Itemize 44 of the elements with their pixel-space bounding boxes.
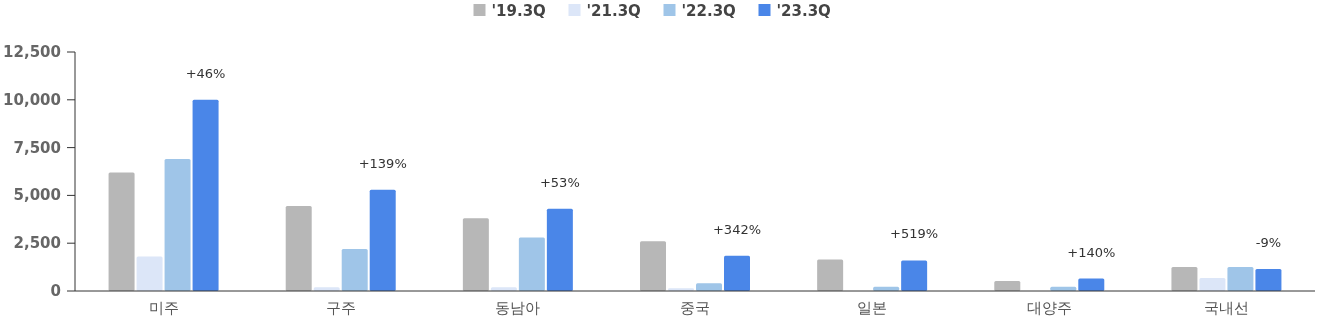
bar [285, 205, 312, 291]
legend-label: '23.3Q [776, 2, 831, 20]
bar [1255, 269, 1282, 291]
bar [192, 99, 219, 291]
annotation: +46% [185, 65, 226, 81]
annotation: +139% [358, 155, 407, 171]
bar [901, 260, 928, 291]
bar [640, 241, 666, 291]
y-tick-label: 2,500 [13, 234, 61, 253]
bar [518, 237, 545, 291]
y-tick-label: 10,000 [3, 90, 61, 109]
y-tick-label: 5,000 [13, 186, 61, 205]
legend-label: '22.3Q [681, 2, 736, 20]
legend-label: '19.3Q [491, 2, 546, 20]
y-tick-label: 12,500 [3, 43, 61, 61]
x-tick-label: 일본 [857, 299, 888, 317]
bar [369, 189, 396, 291]
bar [724, 255, 750, 291]
bar [817, 259, 844, 291]
legend-label: '21.3Q [586, 2, 641, 20]
annotation: +342% [712, 221, 762, 237]
x-tick-label: 미주 [148, 299, 179, 317]
x-tick-label: 동남아 [495, 299, 541, 317]
bar [696, 283, 722, 291]
x-tick-label: 국내선 [1203, 299, 1249, 317]
bar [341, 248, 368, 291]
annotation: -9% [1255, 235, 1282, 251]
x-tick-label: 중국 [680, 299, 710, 317]
x-tick-label: 구주 [325, 299, 356, 317]
bar [108, 172, 135, 291]
y-tick-label: 0 [50, 282, 61, 300]
annotation: +519% [890, 226, 939, 242]
bar [994, 281, 1021, 291]
bar [1227, 267, 1254, 291]
bar [1199, 278, 1226, 291]
annotation: +53% [539, 174, 580, 190]
annotation: +140% [1067, 244, 1116, 260]
bar [546, 208, 573, 291]
bar [462, 218, 489, 291]
bar [164, 159, 191, 291]
bar [1171, 267, 1198, 291]
x-tick-label: 대양주 [1026, 299, 1072, 317]
bar [136, 256, 163, 291]
y-tick-label: 7,500 [13, 138, 61, 157]
